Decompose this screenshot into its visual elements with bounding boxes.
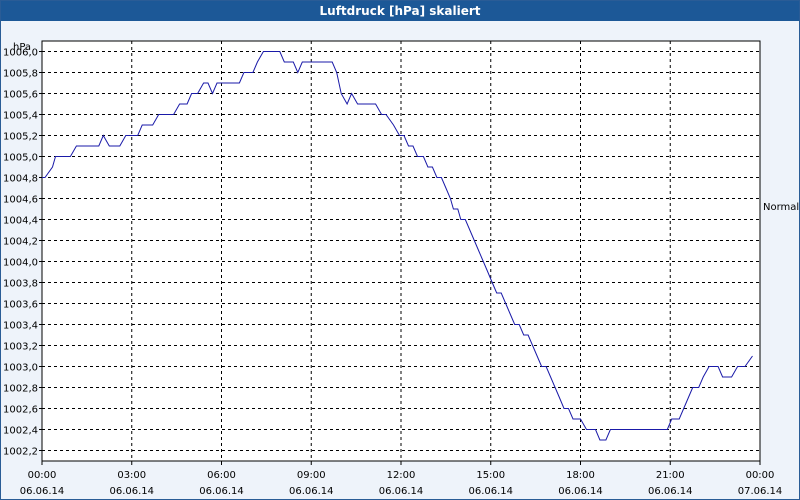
y-tick-label: 1002,4 xyxy=(3,426,38,437)
y-tick-label: 1003,0 xyxy=(3,363,38,374)
y-tick-label: 1004,0 xyxy=(3,258,38,269)
normal-annotation: Normal xyxy=(763,202,799,213)
x-tick-date: 06.06.14 xyxy=(468,486,513,497)
y-tick-label: 1005,4 xyxy=(3,111,38,122)
y-axis-label: hPa xyxy=(13,42,31,53)
x-tick-date: 06.06.14 xyxy=(20,486,65,497)
y-tick-label: 1002,2 xyxy=(3,447,38,458)
x-tick-time: 15:00 xyxy=(476,470,505,481)
x-tick-date: 06.06.14 xyxy=(199,486,244,497)
x-tick-time: 00:00 xyxy=(28,470,57,481)
y-tick-label: 1005,8 xyxy=(3,69,38,80)
x-tick-time: 09:00 xyxy=(297,470,326,481)
x-axis-ticks: 00:00 06.06.14 03:00 06.06.14 06:00 06.06.14 0… xyxy=(20,461,783,497)
window-title: Luftdruck [hPa] skaliert xyxy=(1,1,799,21)
pressure-series-line xyxy=(42,51,753,441)
y-axis-ticks: 1006,0 1005,8 1005,6 1005,4 1005,2 1005,0 1004… xyxy=(3,48,42,458)
x-tick-time: 03:00 xyxy=(117,470,146,481)
y-tick-label: 1005,2 xyxy=(3,132,38,143)
x-tick-date: 06.06.14 xyxy=(558,486,603,497)
y-tick-label: 1003,8 xyxy=(3,279,38,290)
y-tick-label: 1002,8 xyxy=(3,384,38,395)
x-tick-time: 12:00 xyxy=(387,470,416,481)
x-tick-date: 06.06.14 xyxy=(379,486,424,497)
y-tick-label: 1004,6 xyxy=(3,195,38,206)
x-tick-date: 07.06.14 xyxy=(738,486,783,497)
y-tick-label: 1004,4 xyxy=(3,216,38,227)
y-tick-label: 1005,6 xyxy=(3,90,38,101)
y-tick-label: 1004,8 xyxy=(3,174,38,185)
x-tick-date: 06.06.14 xyxy=(109,486,154,497)
x-tick-date: 06.06.14 xyxy=(289,486,334,497)
x-tick-time: 18:00 xyxy=(566,470,595,481)
y-tick-label: 1004,2 xyxy=(3,237,38,248)
y-tick-label: 1005,0 xyxy=(3,153,38,164)
y-tick-label: 1003,6 xyxy=(3,300,38,311)
grid-lines xyxy=(42,41,760,461)
x-tick-time: 21:00 xyxy=(656,470,685,481)
y-tick-label: 1006,0 xyxy=(3,48,38,59)
y-tick-label: 1003,4 xyxy=(3,321,38,332)
x-tick-time: 00:00 xyxy=(746,470,775,481)
y-tick-label: 1003,2 xyxy=(3,342,38,353)
y-tick-label: 1002,6 xyxy=(3,405,38,416)
x-tick-date: 06.06.14 xyxy=(648,486,693,497)
x-tick-time: 06:00 xyxy=(207,470,236,481)
